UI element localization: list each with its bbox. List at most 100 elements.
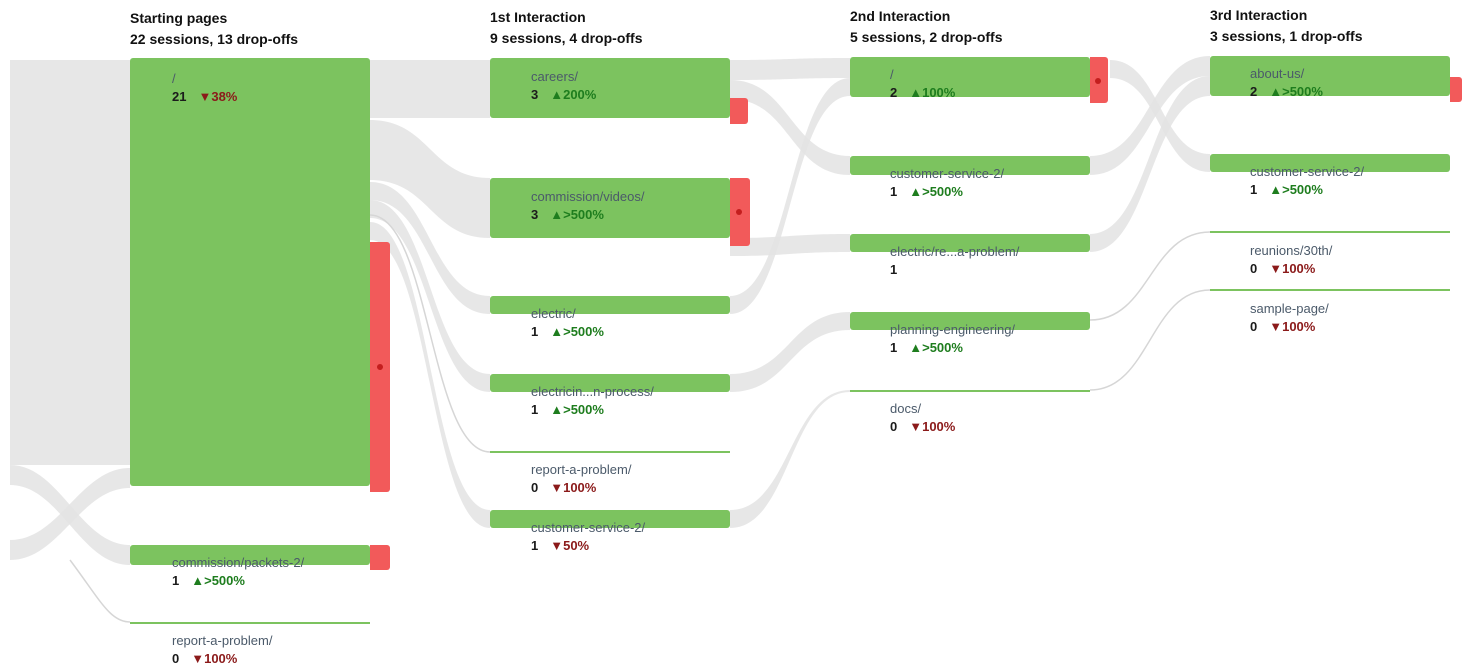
flow-electric-root bbox=[730, 78, 850, 314]
node-stats: 3 ▲>500% bbox=[531, 206, 644, 224]
node-stats: 2 ▲100% bbox=[890, 84, 955, 102]
node-stats: 1 ▲>500% bbox=[1250, 181, 1364, 199]
node-path: electricin...n-process/ bbox=[531, 384, 654, 399]
node-path: about-us/ bbox=[1250, 66, 1305, 81]
node-change: ▼100% bbox=[909, 419, 956, 434]
node-label-customer-1: customer-service-2/ 1 ▼50% bbox=[531, 519, 645, 555]
node-change: ▲>500% bbox=[191, 573, 245, 588]
node-path: customer-service-2/ bbox=[531, 520, 646, 535]
dropoff-bar-careers[interactable] bbox=[730, 98, 748, 124]
dropoff-bar-packets[interactable] bbox=[370, 545, 390, 570]
node-stats: 1 ▲>500% bbox=[531, 323, 604, 341]
stage-header-2nd: 2nd Interaction 5 sessions, 2 drop-offs bbox=[850, 6, 1002, 48]
node-path: / bbox=[890, 67, 894, 82]
node-stats: 3 ▲200% bbox=[531, 86, 596, 104]
node-count: 3 bbox=[531, 207, 539, 222]
node-count: 2 bbox=[1250, 84, 1258, 99]
node-stats: 21 ▼38% bbox=[172, 88, 237, 106]
node-count: 0 bbox=[890, 419, 898, 434]
node-bar-careers[interactable] bbox=[490, 58, 730, 118]
dropoff-dot bbox=[377, 364, 383, 370]
node-count: 2 bbox=[890, 85, 898, 100]
node-change: ▼100% bbox=[550, 480, 597, 495]
node-bar-customer-1[interactable] bbox=[490, 510, 730, 528]
flow-entry-root bbox=[10, 60, 130, 465]
node-line-report[interactable] bbox=[130, 622, 370, 624]
node-label-packets: commission/packets-2/ 1 ▲>500% bbox=[172, 554, 304, 590]
node-line-docs[interactable] bbox=[850, 390, 1090, 392]
node-label-sample: sample-page/ 0 ▼100% bbox=[1250, 300, 1329, 336]
node-path: reunions/30th/ bbox=[1250, 243, 1333, 258]
dropoff-bar-about[interactable] bbox=[1450, 77, 1462, 102]
node-stats: 1 ▲>500% bbox=[890, 339, 1015, 357]
node-bar-electricin[interactable] bbox=[490, 374, 730, 392]
node-change: ▲>500% bbox=[909, 184, 963, 199]
node-label-electric: electric/ 1 ▲>500% bbox=[531, 305, 604, 341]
node-stats: 0 ▼100% bbox=[1250, 260, 1332, 278]
node-bar-root[interactable] bbox=[130, 58, 370, 486]
stage-header-starting: Starting pages 22 sessions, 13 drop-offs bbox=[130, 8, 298, 50]
node-change: ▲>500% bbox=[550, 324, 604, 339]
node-change: ▼38% bbox=[198, 89, 238, 104]
node-bar-videos[interactable] bbox=[490, 178, 730, 238]
node-stats: 0 ▼100% bbox=[531, 479, 631, 497]
flow-root-videos bbox=[370, 120, 490, 238]
node-change: ▲100% bbox=[909, 85, 956, 100]
node-bar-customer-2[interactable] bbox=[850, 156, 1090, 175]
node-path: report-a-problem/ bbox=[172, 633, 273, 648]
node-count: 3 bbox=[531, 87, 539, 102]
node-line-report-1[interactable] bbox=[490, 451, 730, 453]
node-path: electric/re...a-problem/ bbox=[890, 244, 1020, 259]
stage-subtitle: 22 sessions, 13 drop-offs bbox=[130, 31, 299, 47]
node-count: 1 bbox=[531, 538, 539, 553]
node-path: / bbox=[172, 71, 176, 86]
node-count: 1 bbox=[890, 262, 898, 277]
node-bar-about[interactable] bbox=[1210, 56, 1450, 96]
node-change: ▼50% bbox=[550, 538, 590, 553]
flow-careers-customer bbox=[730, 80, 850, 175]
node-line-sample[interactable] bbox=[1210, 289, 1450, 291]
node-label-electricin: electricin...n-process/ 1 ▲>500% bbox=[531, 383, 654, 419]
node-line-reunions[interactable] bbox=[1210, 231, 1450, 233]
node-count: 0 bbox=[1250, 319, 1258, 334]
flow-root-electric bbox=[370, 182, 490, 314]
flow-root-careers bbox=[370, 60, 490, 118]
node-path: customer-service-2/ bbox=[1250, 164, 1365, 179]
flow-careers-root bbox=[730, 58, 850, 80]
node-label-root-2: / 2 ▲100% bbox=[890, 66, 955, 102]
flow-planning-reunions bbox=[1089, 231, 1211, 321]
node-label-videos: commission/videos/ 3 ▲>500% bbox=[531, 188, 644, 224]
node-bar-root-2[interactable] bbox=[850, 57, 1090, 97]
node-change: ▼100% bbox=[1269, 319, 1316, 334]
flow-root-electricin bbox=[370, 200, 490, 392]
flow-customer-docs bbox=[730, 390, 850, 528]
node-path: docs/ bbox=[890, 401, 922, 416]
node-label-report-1: report-a-problem/ 0 ▼100% bbox=[531, 461, 631, 497]
flow-root-customer bbox=[370, 222, 490, 528]
node-bar-packets[interactable] bbox=[130, 545, 370, 565]
node-label-about: about-us/ 2 ▲>500% bbox=[1250, 65, 1323, 101]
node-count: 0 bbox=[1250, 261, 1258, 276]
node-stats: 0 ▼100% bbox=[1250, 318, 1329, 336]
flow-root-about bbox=[1090, 56, 1210, 175]
node-label-careers: careers/ 3 ▲200% bbox=[531, 68, 596, 104]
node-change: ▲>500% bbox=[1269, 84, 1323, 99]
flow-root-report bbox=[369, 214, 491, 453]
node-stats: 2 ▲>500% bbox=[1250, 83, 1323, 101]
node-bar-customer-3[interactable] bbox=[1210, 154, 1450, 172]
flow-entry-report bbox=[69, 559, 131, 623]
node-change: ▼100% bbox=[1269, 261, 1316, 276]
stage-subtitle: 5 sessions, 2 drop-offs bbox=[850, 29, 1003, 45]
node-change: ▲200% bbox=[550, 87, 597, 102]
node-bar-planning[interactable] bbox=[850, 312, 1090, 330]
stage-subtitle: 9 sessions, 4 drop-offs bbox=[490, 30, 643, 46]
node-count: 21 bbox=[172, 89, 187, 104]
node-label-planning: planning-engineering/ 1 ▲>500% bbox=[890, 321, 1015, 357]
node-bar-electric[interactable] bbox=[490, 296, 730, 314]
stage-title: 2nd Interaction bbox=[850, 8, 951, 24]
node-path: report-a-problem/ bbox=[531, 462, 632, 477]
node-bar-electric-2[interactable] bbox=[850, 234, 1090, 252]
node-path: commission/videos/ bbox=[531, 189, 645, 204]
node-count: 1 bbox=[531, 402, 539, 417]
